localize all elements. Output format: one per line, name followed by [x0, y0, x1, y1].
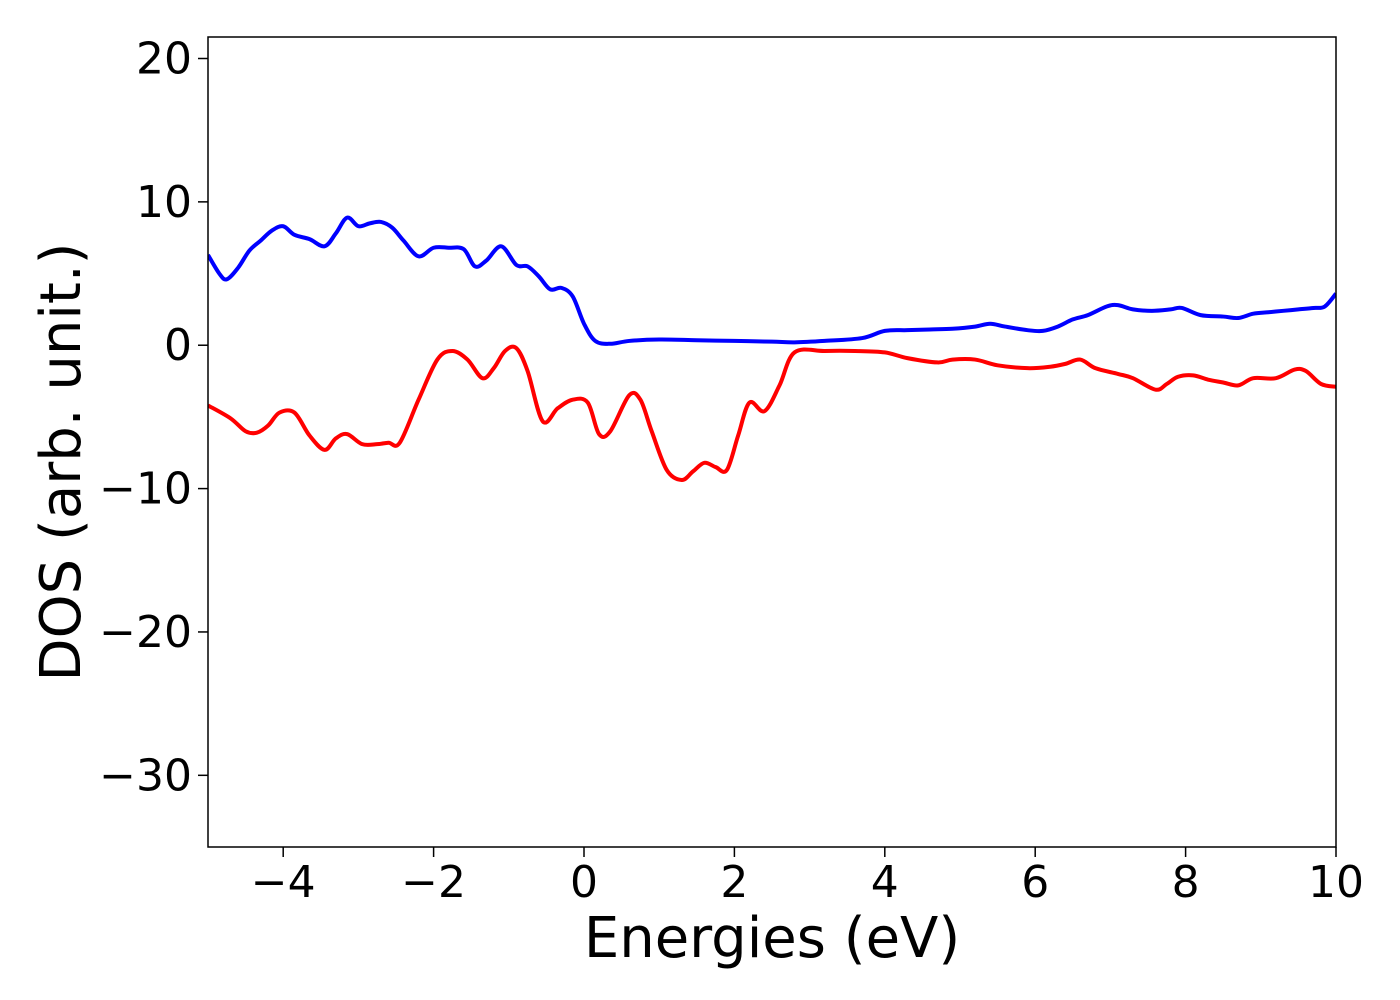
x-tick-label: 8: [1172, 857, 1200, 908]
y-axis-ticks: 20 10 0 −10 −20 −30: [99, 34, 208, 801]
y-tick-label: 20: [136, 34, 192, 85]
x-tick-label: 0: [570, 857, 598, 908]
y-tick-label: 0: [164, 320, 192, 371]
series-layer: [208, 215, 1336, 482]
y-axis-label: DOS (arb. unit.): [29, 242, 94, 681]
x-tick-label: −4: [251, 857, 316, 908]
y-tick-label: −30: [99, 750, 192, 801]
x-tick-label: 2: [720, 857, 748, 908]
x-tick-label: −2: [401, 857, 466, 908]
y-tick-label: −20: [99, 607, 192, 658]
y-tick-label: −10: [99, 464, 192, 515]
series-line-2: [208, 344, 1336, 482]
x-axis-label: Energies (eV): [584, 906, 960, 971]
y-tick-label: 10: [136, 177, 192, 228]
series-line-1: [208, 215, 1336, 346]
x-axis-ticks: −4 −2 0 2 4 6 8 10: [251, 847, 1364, 908]
x-tick-label: 6: [1021, 857, 1049, 908]
x-tick-label: 10: [1308, 857, 1364, 908]
axes-frame: [207, 36, 1337, 848]
x-tick-label: 4: [871, 857, 899, 908]
